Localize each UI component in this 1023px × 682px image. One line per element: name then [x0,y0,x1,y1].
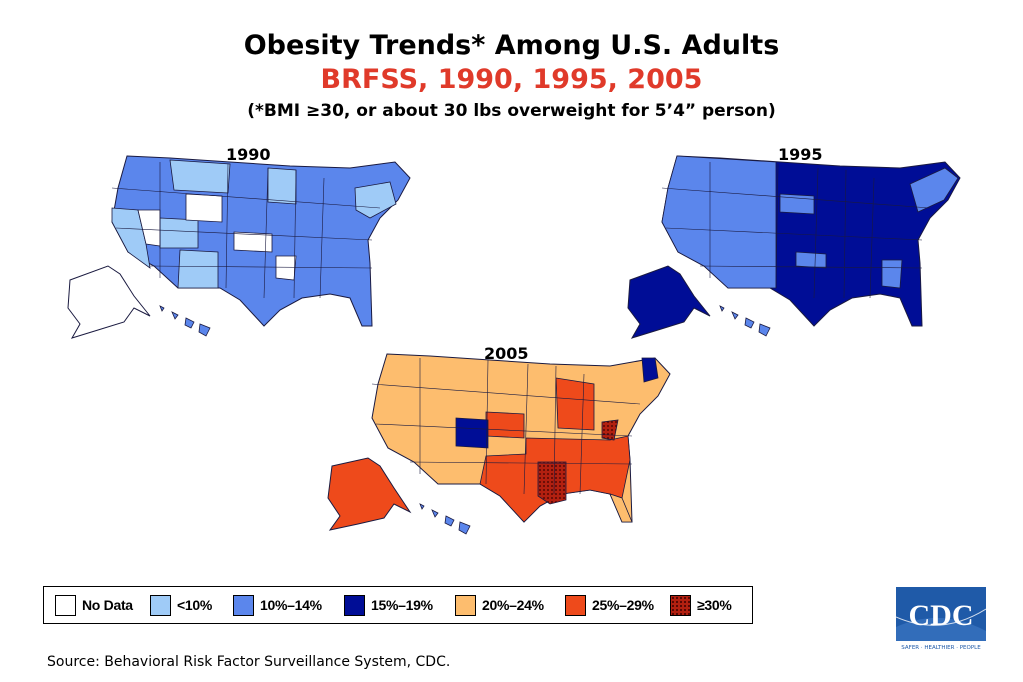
legend-label: ≥30% [697,597,732,613]
region-nodata-kansas [233,231,273,253]
map-2005 [327,353,671,535]
legend-label: 10%–14% [260,597,322,613]
region-25-29-nebraska [485,411,525,439]
cdc-logo: CDC SAFER · HEALTHIER · PEOPLE [896,587,986,651]
logo-tagline: SAFER · HEALTHIER · PEOPLE [901,645,981,651]
page-title: Obesity Trends* Among U.S. Adults [243,30,780,61]
region-lt10-minnesota [267,167,297,205]
legend-item-20-24: 20%–24% [455,594,544,616]
legend-label: 20%–24% [482,597,544,613]
legend-swatch [55,594,76,616]
region-10-14-west [661,155,777,289]
region-nodata-wyoming [185,193,223,223]
alaska-1990 [67,265,151,339]
legend-item-lt10: <10% [150,594,212,616]
region-10-14-oklahoma [795,251,827,269]
region-15-19-vermont [641,357,659,383]
source-note: Source: Behavioral Risk Factor Surveilla… [47,654,451,670]
hawaii-1995 [719,305,771,337]
legend-swatch [233,594,254,616]
legend-swatch [150,594,171,616]
region-30-plus-mississippi [537,461,567,505]
legend-swatch [565,594,586,616]
legend-swatch [344,594,365,616]
map-legend: No Data <10% 10%–14% 15%–19% 20%–24% 25%… [43,586,753,624]
region-lt10-northeast [354,181,397,219]
region-lt10-new-mexico [177,249,219,289]
region-lt10-montana [169,159,231,194]
legend-item-10-14: 10%–14% [233,594,322,616]
region-lt10-utah-colorado [159,217,199,249]
region-15-19-colorado [455,417,489,449]
legend-swatch [670,594,691,616]
legend-item-no-data: No Data [55,594,133,616]
legend-item-15-19: 15%–19% [344,594,433,616]
hawaii-2005 [419,503,471,535]
legend-label: 25%–29% [592,597,654,613]
legend-label: <10% [177,597,212,613]
map-1990 [67,155,411,339]
region-20-24-florida [609,493,633,523]
region-10-14-georgia [881,259,903,289]
hawaii-1990 [159,305,211,337]
region-10-14-northeast [909,167,959,213]
legend-item-25-29: 25%–29% [565,594,654,616]
legend-label: No Data [82,597,133,613]
logo-text: CDC [909,599,974,632]
page-subtitle: BRFSS, 1990, 1995, 2005 [320,64,703,95]
map-year-1995-label: 1995 [778,145,823,164]
region-nodata-arkansas [275,255,297,281]
map-year-2005-label: 2005 [484,344,529,363]
map-1995 [627,155,961,339]
legend-label: 15%–19% [371,597,433,613]
bmi-note: (*BMI ≥30, or about 30 lbs overweight fo… [247,101,776,121]
legend-item-30-plus: ≥30% [670,594,732,616]
alaska-1995 [627,265,711,339]
legend-swatch [455,594,476,616]
region-25-29-michigan-indiana [555,377,595,431]
map-year-1990-label: 1990 [226,145,271,164]
alaska-2005 [327,457,412,531]
